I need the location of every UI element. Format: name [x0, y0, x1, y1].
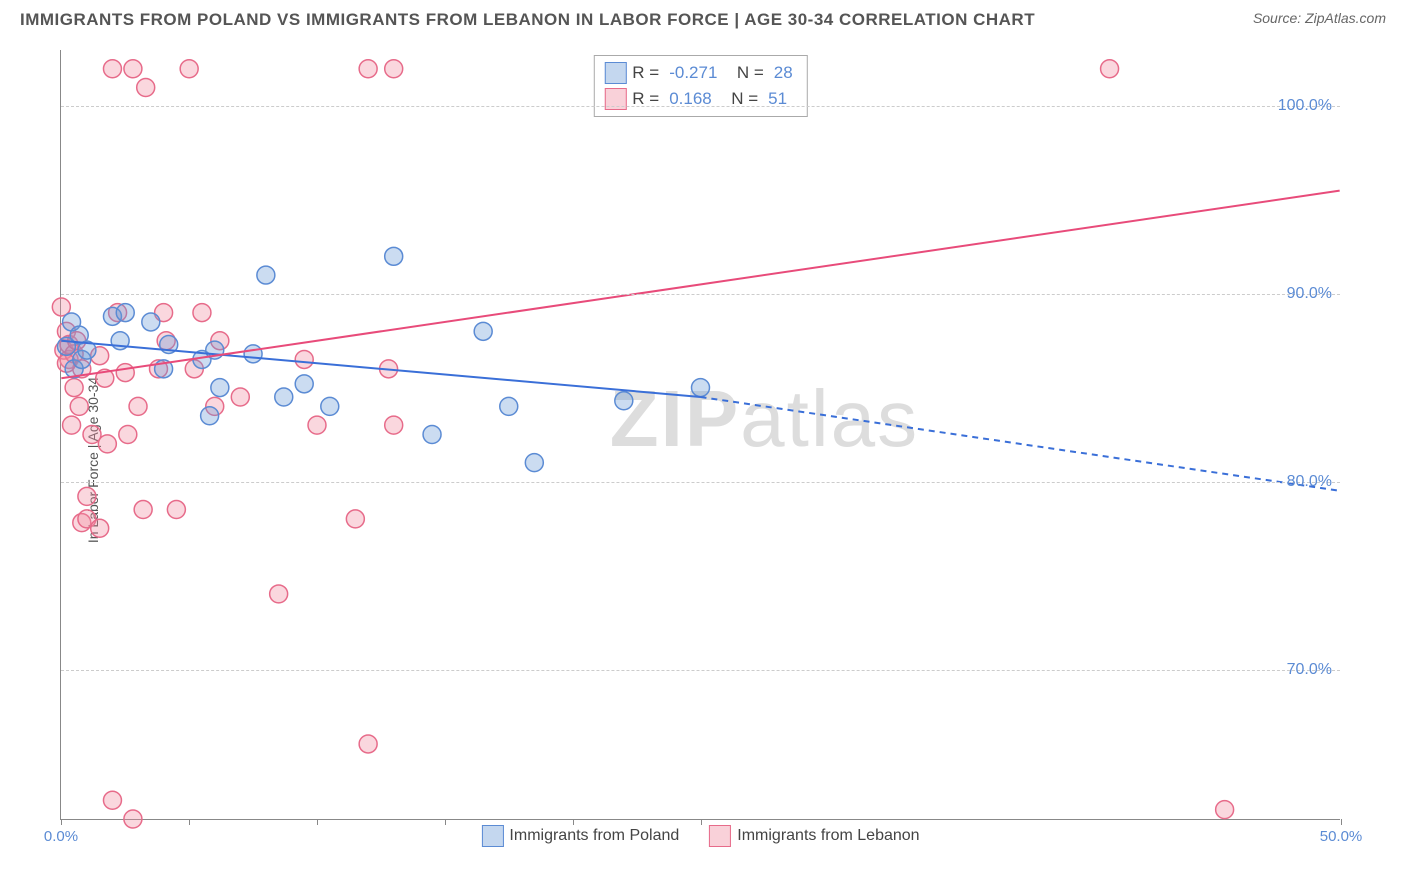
data-point [116, 364, 134, 382]
data-point [257, 266, 275, 284]
data-point [103, 60, 121, 78]
data-point [321, 397, 339, 415]
data-point [346, 510, 364, 528]
legend-row-lebanon: R = 0.168 N = 51 [604, 86, 796, 112]
data-point [124, 60, 142, 78]
gridline [61, 106, 1340, 107]
data-point [137, 79, 155, 97]
swatch-blue-icon [604, 62, 626, 84]
legend-label-lebanon: Immigrants from Lebanon [737, 827, 919, 845]
data-point [142, 313, 160, 331]
x-tick [573, 819, 574, 825]
r-label: R = [632, 60, 659, 86]
data-point [270, 585, 288, 603]
data-point [180, 60, 198, 78]
swatch-pink-icon [709, 825, 731, 847]
data-point [385, 416, 403, 434]
data-point [244, 345, 262, 363]
x-tick-label: 50.0% [1320, 828, 1363, 845]
data-point [385, 247, 403, 265]
x-tick [189, 819, 190, 825]
r-value-lebanon: 0.168 [665, 86, 716, 112]
y-tick-label: 80.0% [1287, 473, 1332, 491]
data-point [1101, 60, 1119, 78]
legend-item-poland: Immigrants from Poland [481, 825, 679, 847]
x-tick [317, 819, 318, 825]
data-point [359, 60, 377, 78]
series-legend: Immigrants from Poland Immigrants from L… [481, 825, 919, 847]
plot-area: ZIPatlas R = -0.271 N = 28 R = 0.168 N =… [60, 50, 1340, 820]
data-point [193, 304, 211, 322]
chart-container: In Labor Force | Age 30-34 ZIPatlas R = … [20, 50, 1386, 870]
data-point [308, 416, 326, 434]
data-point [1216, 801, 1234, 819]
data-point [275, 388, 293, 406]
data-point [78, 487, 96, 505]
n-label: N = [727, 60, 763, 86]
n-value-lebanon: 51 [764, 86, 791, 112]
y-tick-label: 100.0% [1278, 97, 1332, 115]
scatter-svg [61, 50, 1340, 819]
data-point [692, 379, 710, 397]
y-tick-label: 90.0% [1287, 285, 1332, 303]
data-point [98, 435, 116, 453]
data-point [65, 379, 83, 397]
chart-title: IMMIGRANTS FROM POLAND VS IMMIGRANTS FRO… [20, 10, 1035, 30]
trend-line-dashed [701, 397, 1340, 491]
x-tick [61, 819, 62, 825]
data-point [295, 350, 313, 368]
data-point [474, 322, 492, 340]
data-point [129, 397, 147, 415]
data-point [119, 426, 137, 444]
swatch-blue-icon [481, 825, 503, 847]
data-point [231, 388, 249, 406]
x-tick [1341, 819, 1342, 825]
data-point [134, 501, 152, 519]
data-point [211, 379, 229, 397]
n-label: N = [722, 86, 758, 112]
source-label: Source: ZipAtlas.com [1253, 10, 1386, 26]
data-point [500, 397, 518, 415]
legend-item-lebanon: Immigrants from Lebanon [709, 825, 919, 847]
data-point [116, 304, 134, 322]
data-point [615, 392, 633, 410]
r-label: R = [632, 86, 659, 112]
data-point [63, 416, 81, 434]
r-value-poland: -0.271 [665, 60, 721, 86]
data-point [201, 407, 219, 425]
data-point [167, 501, 185, 519]
data-point [124, 810, 142, 828]
correlation-legend: R = -0.271 N = 28 R = 0.168 N = 51 [593, 55, 807, 117]
n-value-poland: 28 [770, 60, 797, 86]
data-point [70, 397, 88, 415]
gridline [61, 482, 1340, 483]
data-point [295, 375, 313, 393]
data-point [525, 454, 543, 472]
legend-row-poland: R = -0.271 N = 28 [604, 60, 796, 86]
y-tick-label: 70.0% [1287, 661, 1332, 679]
x-tick [445, 819, 446, 825]
x-tick [701, 819, 702, 825]
legend-label-poland: Immigrants from Poland [509, 827, 679, 845]
trend-line [61, 191, 1339, 379]
data-point [423, 426, 441, 444]
gridline [61, 670, 1340, 671]
x-tick-label: 0.0% [44, 828, 78, 845]
data-point [385, 60, 403, 78]
gridline [61, 294, 1340, 295]
data-point [359, 735, 377, 753]
data-point [91, 519, 109, 537]
data-point [103, 791, 121, 809]
